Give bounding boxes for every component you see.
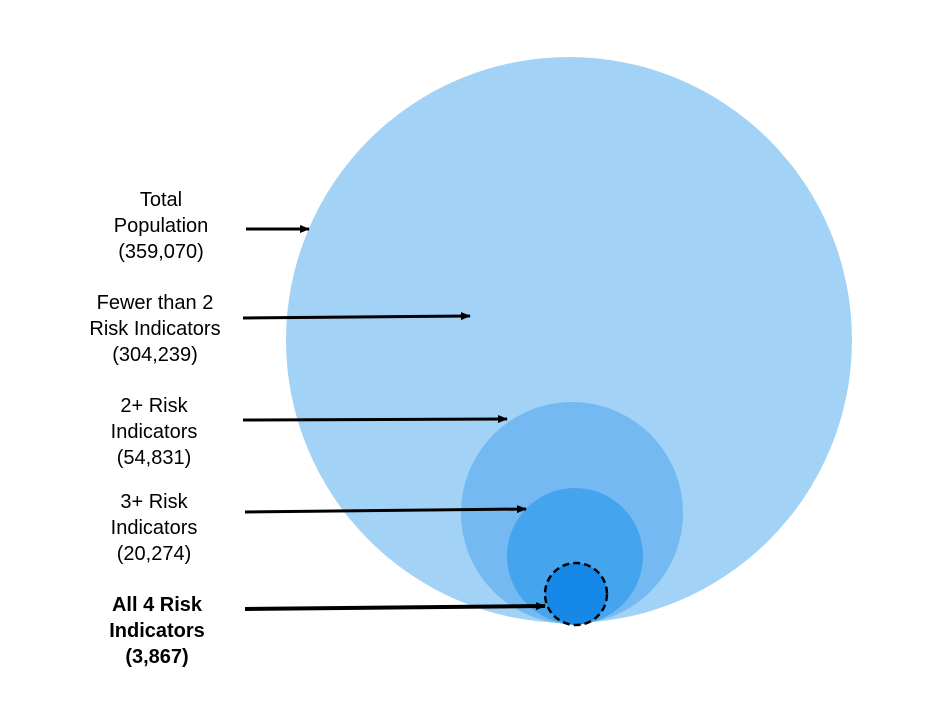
- label-all-line1: All 4 Risk: [111, 594, 203, 616]
- label-all-four: All 4 Risk Indicators (3,867): [67, 592, 247, 670]
- circle-three-plus-risk-indicators: [507, 488, 643, 624]
- label-three-count: (20,274): [116, 543, 192, 565]
- label-total-line1: Total: [139, 189, 183, 211]
- label-fewer-count: (304,239): [112, 344, 198, 366]
- label-fewer-than-two: Fewer than 2 Risk Indicators (304,239): [65, 290, 245, 368]
- arrow-all-four: [244, 602, 546, 611]
- label-two-plus: 2+ Risk Indicators (54,831): [64, 393, 244, 471]
- label-all-line2: Indicators: [109, 620, 205, 642]
- label-three-line1: 3+ Risk: [120, 491, 188, 513]
- label-total-population: Total Population (359,070): [71, 187, 251, 265]
- label-fewer-line2: Risk Indicators: [89, 318, 221, 340]
- label-three-plus: 3+ Risk Indicators (20,274): [64, 489, 244, 567]
- label-total-line2: Population: [113, 215, 209, 237]
- arrow-three-plus: [244, 505, 527, 514]
- arrow-two-plus: [242, 415, 508, 424]
- circle-total-population: [286, 57, 852, 623]
- circle-all-four-risk-indicators: [543, 561, 609, 627]
- label-fewer-line1: Fewer than 2: [96, 292, 214, 314]
- label-three-line2: Indicators: [110, 517, 198, 539]
- label-two-line1: 2+ Risk: [120, 395, 188, 417]
- label-total-count: (359,070): [118, 241, 204, 263]
- label-all-count: (3,867): [125, 646, 189, 668]
- arrow-fewer-than-two: [242, 312, 471, 321]
- label-two-line2: Indicators: [110, 421, 198, 443]
- label-two-count: (54,831): [116, 447, 192, 469]
